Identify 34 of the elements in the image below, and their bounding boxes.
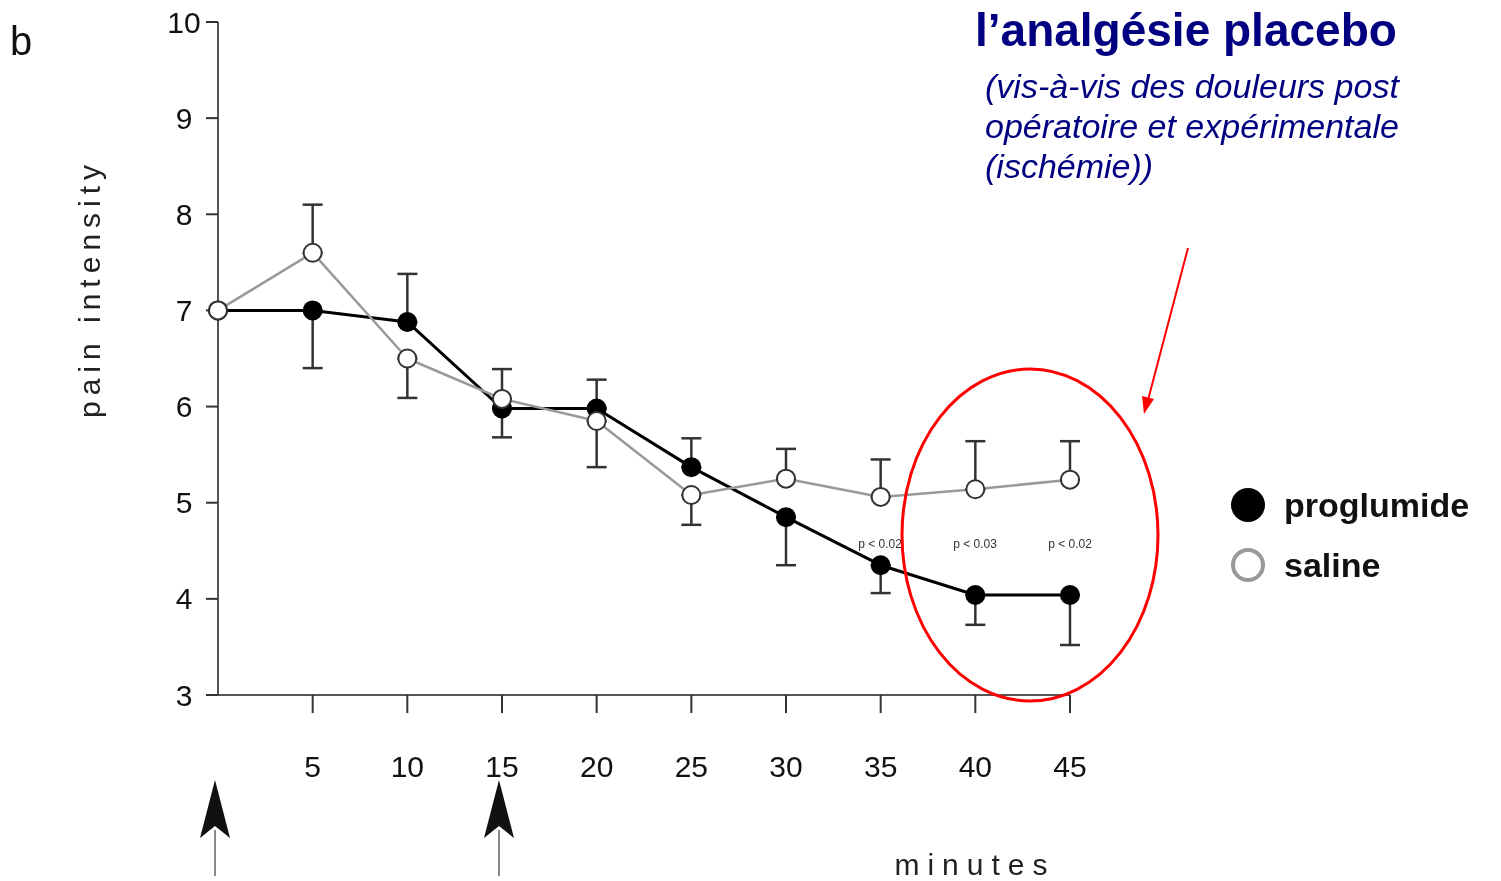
y-tick-label: 8 bbox=[175, 197, 193, 231]
y-tick-label: 7 bbox=[175, 293, 193, 327]
x-tick-label: 35 bbox=[863, 750, 898, 783]
legend-label: proglumide bbox=[1284, 485, 1470, 524]
point bbox=[1060, 585, 1080, 606]
annotation: p < 0.03 bbox=[953, 537, 998, 551]
y-tick-label: 9 bbox=[175, 101, 193, 135]
y-tick-label: 5 bbox=[175, 486, 193, 520]
y-tick-label: 6 bbox=[175, 390, 193, 424]
y-tick-label: 3 bbox=[175, 678, 193, 712]
annotation: p < 0.02 bbox=[1048, 537, 1093, 551]
x-tick-label: 40 bbox=[958, 750, 993, 783]
y-axis-title: pain intensity bbox=[73, 158, 106, 419]
point bbox=[870, 555, 891, 576]
x-axis-title: minutes bbox=[894, 848, 1056, 881]
y-tick-label: 10 bbox=[167, 5, 201, 39]
text: l’analgésie placebo bbox=[975, 4, 1397, 56]
x-tick-label: 25 bbox=[674, 750, 709, 783]
y-tick-label: 4 bbox=[175, 582, 193, 616]
x-tick-label: 10 bbox=[390, 750, 425, 783]
x-tick-label: 5 bbox=[304, 750, 322, 783]
x-tick-label: 20 bbox=[579, 750, 614, 783]
point bbox=[397, 311, 418, 332]
x-tick-label: 30 bbox=[769, 750, 803, 783]
legend-label: saline bbox=[1284, 545, 1381, 584]
x-tick-label: 45 bbox=[1053, 750, 1087, 783]
annotation: p < 0.02 bbox=[858, 537, 903, 551]
text: (vis-à-vis des douleurs post opératoire et expérimentale (ischémie)) bbox=[985, 67, 1401, 185]
point bbox=[681, 457, 702, 478]
point bbox=[776, 507, 796, 528]
text: b bbox=[10, 19, 33, 63]
point bbox=[302, 300, 323, 321]
point bbox=[965, 585, 986, 606]
x-tick-label: 15 bbox=[485, 750, 519, 783]
